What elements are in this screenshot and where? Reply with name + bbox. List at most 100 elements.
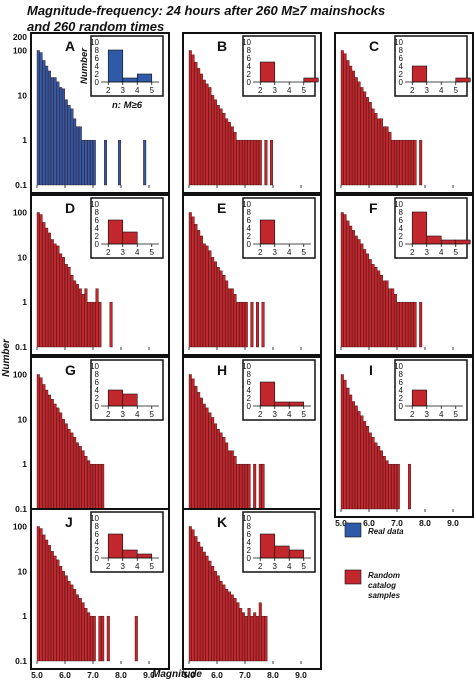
inset-x-tick-label: 4	[287, 86, 292, 95]
inset-x-tick-label: 3	[121, 562, 126, 571]
bar	[36, 212, 40, 348]
inset-y-tick-label: 6	[399, 216, 404, 225]
bar	[382, 126, 386, 186]
bar	[84, 456, 88, 510]
inset-frame	[242, 359, 316, 421]
bar	[87, 460, 91, 510]
bar	[62, 88, 65, 186]
inset-bar	[288, 401, 305, 407]
inset-y-tick-label: 6	[247, 530, 252, 539]
x-tick-label: 8.0	[267, 670, 279, 680]
bar	[188, 526, 192, 662]
y-tick-label: 100	[13, 207, 27, 217]
bar	[233, 598, 237, 662]
panel-letter: A	[65, 38, 75, 54]
x-tick-label: 9.0	[295, 670, 307, 680]
bar	[219, 432, 223, 510]
bar	[382, 456, 386, 510]
bar	[258, 602, 262, 662]
bar	[213, 423, 217, 510]
inset-y-tick-label: 0	[247, 240, 252, 249]
bar	[391, 139, 395, 186]
inset-y-tick-label: 10	[242, 514, 251, 523]
inset-x-tick-label: 2	[106, 248, 111, 257]
inset-x-tick-label: 5	[302, 248, 307, 257]
bar	[219, 581, 223, 662]
bar	[81, 450, 85, 510]
bar	[48, 545, 51, 662]
bar	[343, 53, 347, 186]
inset-x-label: n: M≥6	[112, 100, 143, 111]
bar	[84, 608, 88, 662]
bar	[67, 581, 71, 662]
inset-x-tick-label: 3	[121, 248, 126, 257]
bar	[70, 108, 74, 186]
inset-x-tick-label: 5	[454, 248, 459, 257]
inset-x-tick-label: 2	[106, 86, 111, 95]
bar	[62, 419, 65, 510]
legend-label-random-line: samples	[368, 591, 401, 600]
inset-y-tick-label: 2	[95, 232, 100, 241]
bar	[92, 139, 96, 186]
inset-x-tick-label: 3	[273, 248, 278, 257]
inset-y-tick-label: 4	[95, 224, 100, 233]
bar	[377, 118, 381, 186]
inset-y-tick-label: 0	[399, 240, 404, 249]
bar	[50, 551, 54, 662]
bar	[53, 77, 57, 186]
bar	[191, 529, 195, 662]
bar	[366, 253, 369, 348]
bar	[340, 374, 344, 510]
inset-bar	[288, 549, 305, 559]
bar	[205, 407, 209, 510]
inset-y-tick-label: 2	[399, 232, 404, 241]
bar	[419, 139, 423, 186]
bar	[211, 257, 215, 348]
bar	[377, 270, 381, 348]
inset-frame	[90, 511, 164, 573]
inset-x-tick-label: 4	[135, 410, 140, 419]
panel-b: 5.06.07.08.09.0B02468102345	[182, 32, 322, 204]
bar	[205, 245, 209, 348]
x-tick-label: 6.0	[59, 670, 71, 680]
inset-y-tick-label: 0	[95, 240, 100, 249]
bar	[64, 575, 68, 662]
y-tick-label: 1	[22, 135, 27, 145]
bar	[408, 301, 411, 348]
y-tick-label: 0.1	[15, 180, 27, 190]
bar	[73, 280, 77, 348]
inset-y-tick-label: 6	[399, 54, 404, 63]
bar	[98, 301, 102, 348]
inset-y-tick-label: 0	[247, 554, 252, 563]
bar	[233, 456, 237, 510]
inset-y-tick-label: 8	[399, 370, 404, 379]
y-tick-label: 1	[22, 611, 27, 621]
bar	[261, 301, 265, 348]
bar	[349, 225, 353, 348]
inset-y-tick-label: 2	[247, 70, 252, 79]
bar	[360, 415, 364, 510]
y-tick-label: 100	[13, 521, 27, 531]
bar	[56, 407, 60, 510]
bar	[394, 139, 397, 186]
bar	[354, 235, 358, 348]
x-tick-label: 8.0	[419, 518, 431, 528]
bar	[59, 87, 63, 186]
inset-bar	[274, 545, 290, 559]
inset-y-tick-label: 8	[247, 208, 252, 217]
figure-title-line2: and 260 random times	[27, 19, 164, 34]
bar	[78, 126, 82, 186]
inset-y-tick-label: 0	[95, 402, 100, 411]
bar	[78, 288, 82, 348]
inset-y-tick-label: 2	[95, 546, 100, 555]
bar	[377, 446, 381, 510]
inset-bar	[136, 73, 153, 83]
bar	[67, 429, 71, 510]
inset-frame	[394, 359, 468, 421]
legend-label-real: Real data	[368, 527, 404, 536]
bar	[191, 216, 195, 348]
